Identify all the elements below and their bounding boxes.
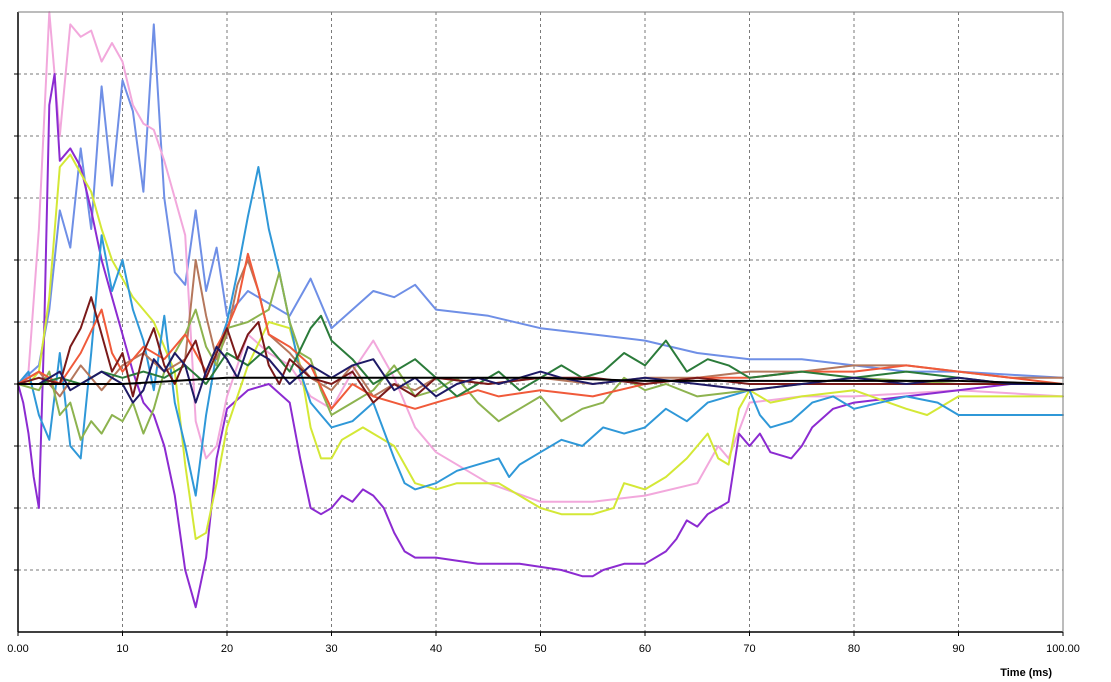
x-tick-label: 10 (116, 643, 128, 655)
x-tick-label: 0.00 (7, 643, 28, 655)
series-line-5 (17, 166, 1064, 497)
x-tick-label: 90 (952, 643, 964, 655)
x-tick-label: 100.00 (1046, 643, 1080, 655)
x-tick-label: 20 (221, 643, 233, 655)
series-line-1 (17, 23, 1064, 385)
x-tick-labels: 0.00 10 20 30 40 50 60 70 80 90 100.00 (7, 632, 1080, 655)
series-layer (17, 11, 1064, 609)
x-tick-label: 60 (639, 643, 651, 655)
series-line-3 (17, 73, 1064, 609)
x-axis-title: Time (ms) (1000, 667, 1052, 679)
series-line-11 (17, 345, 1064, 404)
series-line-8 (17, 252, 1064, 410)
x-tick-label: 30 (325, 643, 337, 655)
series-line-12 (17, 376, 1064, 385)
x-tick-label: 80 (848, 643, 860, 655)
series-line-4 (17, 153, 1064, 540)
x-tick-label: 50 (534, 643, 546, 655)
x-tick-label: 40 (430, 643, 442, 655)
x-tick-label: 70 (743, 643, 755, 655)
